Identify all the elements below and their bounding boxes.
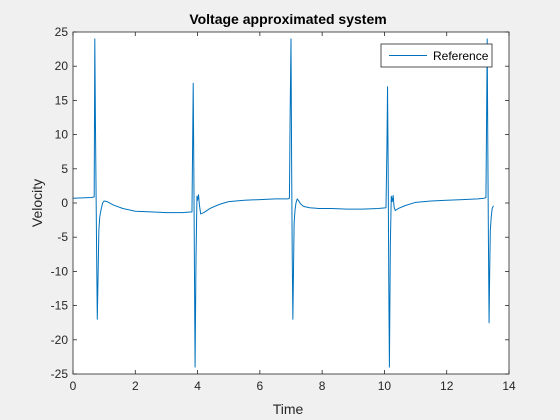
x-tick-label: 2 [132,379,139,393]
y-tick-label: -20 [51,333,69,347]
x-tick-label: 12 [440,379,454,393]
y-tick-label: -5 [57,230,68,244]
x-tick-label: 6 [257,379,264,393]
y-tick-label: 10 [55,128,69,142]
x-tick-label: 14 [502,379,516,393]
legend-box [380,43,493,68]
y-axis-label: Velocity [29,179,45,227]
plot-border [72,31,510,375]
x-tick-label: 0 [70,379,77,393]
x-axis-label: Time [273,401,304,417]
x-tick-label: 10 [378,379,392,393]
y-tick-label: 0 [61,196,68,210]
axis-tick-labels: 0 2 4 6 8 10 12 14 -25 -20 -15 -10 -5 0 5 10 15 20 25 [51,25,516,393]
y-tick-label: 15 [55,93,69,107]
series-layer [72,38,494,368]
x-tick-label: 8 [319,379,326,393]
legend: Reference [380,43,493,68]
y-tick-label: -25 [51,367,69,381]
y-tick-label: 25 [55,25,69,39]
y-tick-label: -15 [51,299,69,313]
legend-label: Reference [433,49,489,63]
series-line-0 [72,38,494,368]
y-tick-label: -10 [51,264,69,278]
chart-title: Voltage approximated system [189,11,386,27]
x-tick-label: 4 [194,379,201,393]
y-tick-label: 5 [61,162,68,176]
y-tick-label: 20 [55,59,69,73]
